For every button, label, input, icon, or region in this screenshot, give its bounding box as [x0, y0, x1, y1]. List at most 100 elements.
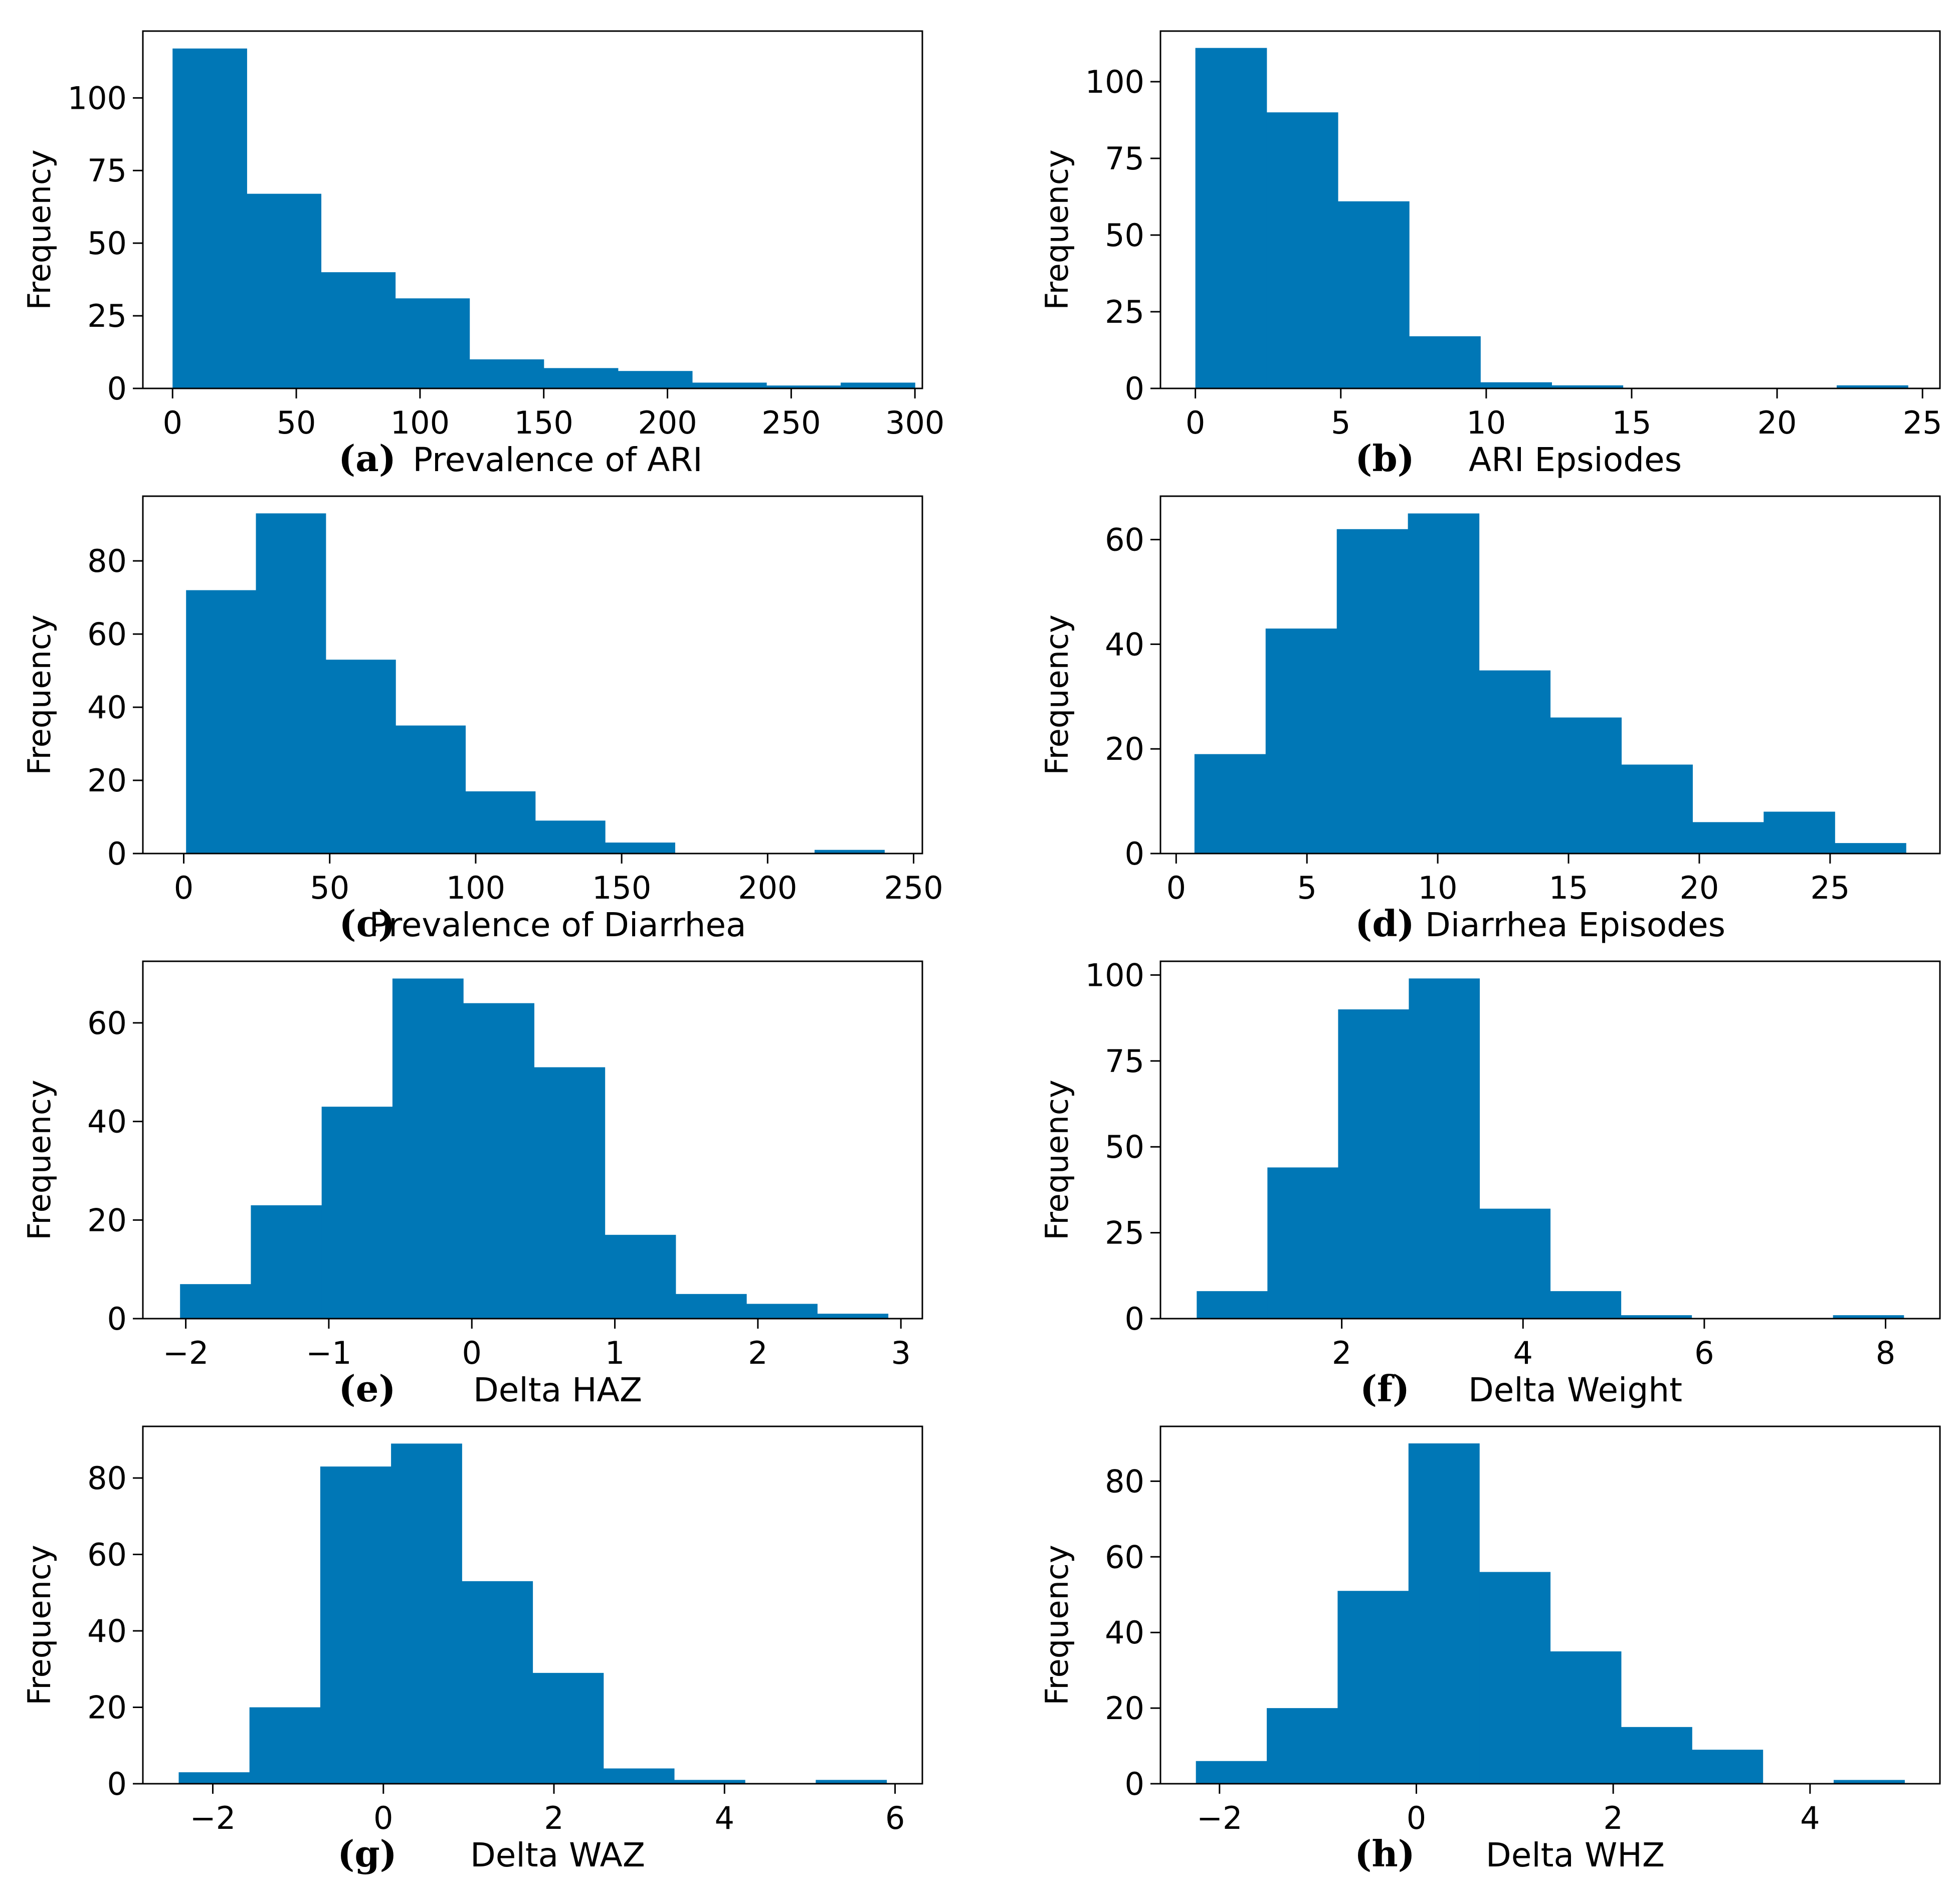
- histogram-bar: [1621, 764, 1693, 854]
- x-tick-label: 8: [1876, 1335, 1895, 1371]
- histogram-bar: [1551, 385, 1624, 388]
- histogram-bar: [1621, 1727, 1692, 1784]
- y-tick-label: 60: [87, 1005, 127, 1041]
- x-tick-label: 0: [462, 1335, 482, 1371]
- histogram-bar: [1338, 1009, 1410, 1319]
- y-tick-label: 40: [1105, 1614, 1144, 1651]
- plot-frame: [142, 495, 923, 855]
- x-axis-label: Delta WHZ: [1486, 1836, 1665, 1874]
- x-tick-label: 25: [1810, 870, 1850, 906]
- histogram-bar: [320, 1466, 391, 1784]
- y-tick-label: 50: [87, 225, 127, 262]
- y-tick-label: 25: [1105, 294, 1144, 330]
- x-tick-label: 0: [163, 404, 182, 441]
- plot-frame: [142, 1425, 923, 1785]
- panel-b: 0 5 10 15 20 25 0 25 50 75 100 Frequency (b) ARI Epsi…: [1039, 30, 1942, 480]
- histogram-bar: [462, 1581, 533, 1784]
- x-tick-label: 4: [1513, 1335, 1533, 1371]
- y-tick-label: 0: [1125, 1301, 1144, 1337]
- histogram-bar: [395, 298, 470, 388]
- histogram-bar: [1408, 513, 1480, 854]
- y-tick-label: 80: [87, 1460, 127, 1497]
- histogram-bar: [1833, 1315, 1904, 1319]
- y-tick-label: 0: [107, 1301, 127, 1337]
- histogram-bar: [1550, 717, 1622, 854]
- histogram-bar: [1479, 1208, 1551, 1319]
- x-axis-label: Delta WAZ: [470, 1836, 645, 1874]
- y-axis-label: Frequency: [1039, 614, 1075, 775]
- panel-letter: (b): [1355, 437, 1414, 480]
- histogram-bar: [692, 382, 767, 388]
- histogram-bar: [1265, 628, 1337, 854]
- x-tick-label: 0: [174, 870, 193, 906]
- x-tick-label: 2: [1603, 1800, 1623, 1836]
- histogram-bar: [841, 382, 915, 388]
- x-tick-label: 250: [761, 404, 821, 441]
- x-tick-label: 200: [738, 870, 797, 906]
- histogram-bar: [1479, 670, 1551, 854]
- y-axis-label: Frequency: [21, 1545, 58, 1705]
- histogram-bar: [1195, 48, 1267, 388]
- y-tick-label: 0: [107, 370, 127, 407]
- y-axis-label: Frequency: [21, 149, 58, 310]
- x-tick-label: 10: [1418, 870, 1458, 906]
- histogram-bar: [816, 1780, 887, 1784]
- x-tick-label: 100: [390, 404, 450, 441]
- histogram-bar: [1550, 1651, 1622, 1784]
- y-tick-label: 40: [87, 689, 127, 726]
- x-tick-label: 50: [277, 404, 316, 441]
- panel-letter: (a): [338, 437, 396, 480]
- x-tick-label: 100: [446, 870, 505, 906]
- histogram-bar: [1692, 822, 1764, 854]
- y-tick-label: 75: [1105, 140, 1144, 177]
- histogram-bar: [605, 1234, 676, 1319]
- histogram-bar: [814, 850, 885, 854]
- x-tick-label: 0: [1407, 1800, 1426, 1836]
- histogram-bar: [1266, 112, 1338, 388]
- histogram-bar: [1337, 1591, 1409, 1784]
- y-tick-label: 20: [87, 1202, 127, 1238]
- histogram-bar: [180, 1284, 252, 1319]
- y-tick-label: 50: [1105, 1129, 1144, 1165]
- histogram-bar: [256, 513, 326, 854]
- y-tick-label: 60: [87, 1536, 127, 1573]
- y-tick-label: 25: [1105, 1215, 1144, 1251]
- x-tick-label: 50: [310, 870, 349, 906]
- histogram-bar: [172, 48, 247, 388]
- x-tick-label: 20: [1757, 404, 1797, 441]
- x-tick-label: 150: [514, 404, 573, 441]
- histogram-bar: [817, 1314, 889, 1319]
- histogram-bar: [535, 820, 606, 854]
- x-tick-label: 300: [885, 404, 944, 441]
- histogram-bar: [603, 1768, 675, 1784]
- panel-letter: (d): [1355, 902, 1414, 945]
- histogram-bar: [1337, 201, 1410, 388]
- x-tick-label: −2: [1197, 1800, 1242, 1836]
- histogram-bar: [1479, 1572, 1551, 1784]
- histogram-bar: [178, 1772, 250, 1784]
- histogram-bar: [251, 1205, 322, 1319]
- x-axis-label: Diarrhea Episodes: [1425, 906, 1725, 944]
- y-tick-label: 50: [1105, 217, 1144, 254]
- panel-d: 0 5 10 15 20 25 0 20 40 60 Frequency (d) Diarrhea Ep…: [1039, 495, 1941, 945]
- y-tick-label: 100: [1085, 957, 1144, 993]
- x-tick-label: 15: [1612, 404, 1652, 441]
- x-tick-label: 2: [544, 1800, 563, 1836]
- x-axis-label: ARI Epsiodes: [1469, 441, 1682, 479]
- y-tick-label: 75: [1105, 1043, 1144, 1080]
- histogram-bar: [1267, 1708, 1338, 1784]
- x-tick-label: 4: [715, 1800, 734, 1836]
- histogram-bar: [1194, 754, 1266, 854]
- histogram-bar: [1763, 811, 1835, 854]
- histogram-bar: [321, 1107, 393, 1319]
- y-tick-label: 20: [1105, 1690, 1144, 1727]
- histogram-bar: [1196, 1761, 1267, 1784]
- panel-c: 0 50 100 150 200 250 0 20 40 60 80 Frequency (c)Prev…: [21, 495, 943, 945]
- histogram-bar: [1267, 1167, 1338, 1319]
- histogram-bar: [186, 590, 257, 854]
- histogram-bar: [1621, 1315, 1692, 1319]
- y-axis-label: Frequency: [21, 614, 58, 775]
- y-tick-label: 60: [1105, 522, 1144, 558]
